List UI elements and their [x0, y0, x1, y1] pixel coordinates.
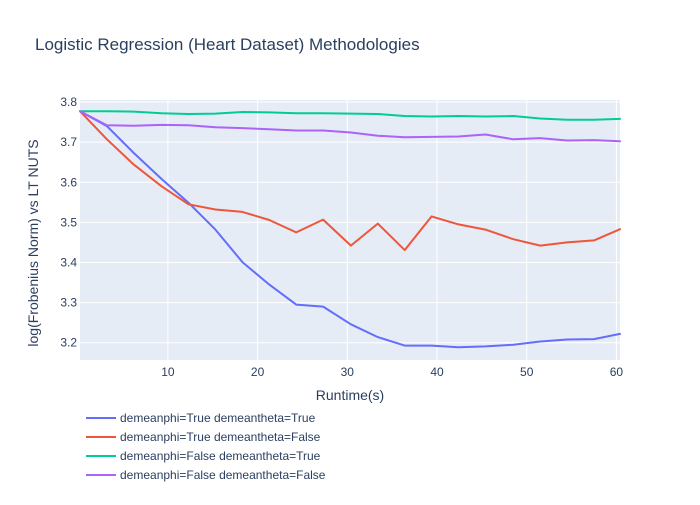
series-line-4 — [79, 110, 621, 143]
y-tick-label: 3.2 — [60, 336, 77, 350]
y-tick-label: 3.5 — [60, 215, 77, 229]
legend-item[interactable]: demeanphi=False demeantheta=False — [86, 468, 326, 482]
x-tick-label: 40 — [430, 365, 444, 379]
legend-label: demeanphi=True demeantheta=True — [120, 411, 316, 425]
legend: demeanphi=True demeantheta=True demeanphi… — [86, 411, 326, 482]
legend-item[interactable]: demeanphi=True demeantheta=True — [86, 411, 316, 425]
chart-title: Logistic Regression (Heart Dataset) Meth… — [35, 35, 420, 54]
x-axis-title: Runtime(s) — [316, 387, 384, 403]
x-tick-label: 50 — [520, 365, 534, 379]
x-tick-label: 60 — [610, 365, 624, 379]
series-layer — [79, 110, 621, 349]
y-tick-label: 3.6 — [60, 175, 77, 189]
legend-label: demeanphi=True demeantheta=False — [120, 430, 321, 444]
y-axis-ticks: 3.2 3.3 3.4 3.5 3.6 3.7 3.8 — [60, 95, 77, 350]
x-tick-label: 20 — [251, 365, 265, 379]
series-line-3 — [79, 110, 621, 121]
y-axis-title: log(Frobenius Norm) vs LT NUTS — [25, 139, 41, 346]
x-axis-ticks: 10 20 30 40 50 60 — [161, 365, 623, 379]
y-tick-label: 3.4 — [60, 256, 77, 270]
series-line-1 — [79, 110, 621, 349]
x-tick-label: 30 — [341, 365, 355, 379]
y-tick-label: 3.3 — [60, 296, 77, 310]
legend-label: demeanphi=False demeantheta=False — [120, 468, 326, 482]
legend-item[interactable]: demeanphi=True demeantheta=False — [86, 430, 321, 444]
legend-item[interactable]: demeanphi=False demeantheta=True — [86, 449, 321, 463]
y-tick-label: 3.8 — [60, 95, 77, 109]
plot-background — [80, 100, 620, 360]
series-line-2 — [79, 110, 621, 252]
y-tick-label: 3.7 — [60, 135, 77, 149]
x-tick-label: 10 — [161, 365, 175, 379]
legend-label: demeanphi=False demeantheta=True — [120, 449, 321, 463]
